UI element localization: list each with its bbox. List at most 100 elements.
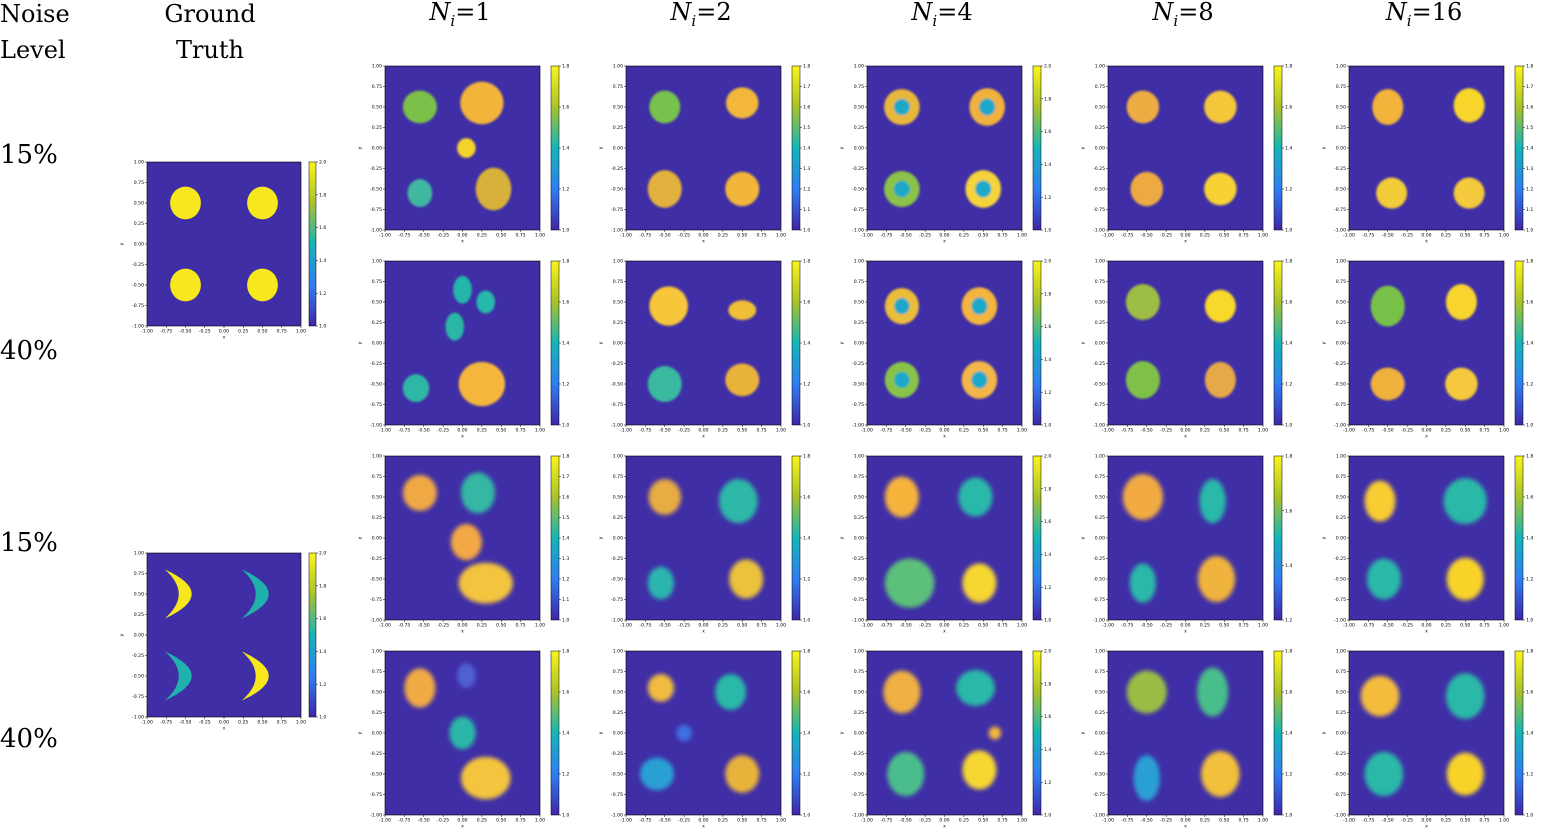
reconstruction-blob: [402, 374, 430, 403]
reconstruction-axes-ytick-label: -1.00: [1093, 228, 1105, 234]
reconstruction-background: [626, 261, 781, 425]
reconstruction-cbar-label: 1.4: [1526, 731, 1533, 737]
reconstruction-axes-xtick-label: -0.25: [1160, 818, 1172, 824]
reconstruction-axes-xtick-label: -0.25: [919, 818, 931, 824]
reconstruction-blob-core: [893, 98, 910, 116]
reconstruction-blob: [725, 755, 760, 793]
reconstruction-cbar-label: 1.8: [803, 259, 810, 265]
reconstruction-cbar-label: 1.0: [803, 618, 810, 624]
reconstruction-axes-xtick-label: 0.50: [496, 818, 506, 824]
reconstruction-blob: [457, 138, 476, 158]
reconstruction-axes-ytick-label: 1.00: [1095, 454, 1105, 460]
ground-truth-axes-xtick-label: -1.00: [141, 720, 153, 726]
reconstruction-axes-ytick-label: -0.75: [1334, 597, 1346, 603]
reconstruction-axes-ytick-label: -0.25: [852, 751, 864, 757]
reconstruction-cbar-label: 1.8: [1526, 64, 1533, 70]
reconstruction-axes-xtick-label: 0.75: [1239, 818, 1249, 824]
reconstruction-axes-ytick-label: -0.75: [611, 597, 623, 603]
reconstruction-axes-ytick-label: 0.25: [854, 125, 864, 131]
reconstruction-axes-ytick-label: 0.75: [854, 279, 864, 285]
ground-truth-axes-xlabel: x: [223, 336, 226, 341]
reconstruction-axes-xtick-label: -0.50: [1141, 428, 1153, 434]
reconstruction-axes-ytick-label: -1.00: [1334, 423, 1346, 429]
reconstruction-axes-ylabel: y: [840, 341, 845, 344]
reconstruction-blob-core: [979, 98, 996, 116]
reconstruction-panel-r4-c5: -1.00-1.00 -0.75 -0.75 -0.50 -0.50 -0.25 -0.25…: [1322, 649, 1533, 830]
reconstruction-axes-ytick-label: -1.00: [852, 813, 864, 819]
reconstruction-axes-ytick-label: -0.50: [1334, 187, 1346, 193]
reconstruction-axes-xtick-label: -0.50: [418, 623, 430, 629]
ground-truth-axes-ytick-label: 0.25: [134, 612, 144, 618]
reconstruction-axes-xtick-label: -0.50: [900, 233, 912, 239]
reconstruction-axes-xtick-label: -0.50: [659, 428, 671, 434]
reconstruction-axes-ytick-label: 0.00: [854, 341, 864, 347]
reconstruction-cbar-label: 1.6: [562, 105, 569, 111]
reconstruction-axes-ytick-label: -0.50: [1093, 382, 1105, 388]
reconstruction-cbar-label: 1.5: [562, 515, 569, 521]
reconstruction-axes-ytick-label: -0.75: [852, 597, 864, 603]
reconstruction-cbar-label: 1.8: [1285, 64, 1292, 70]
reconstruction-axes-ytick-label: 0.25: [1336, 515, 1346, 521]
reconstruction-blob: [649, 90, 681, 124]
reconstruction-blob: [647, 170, 682, 208]
reconstruction-axes-ytick-label: 0.50: [1336, 105, 1346, 111]
reconstruction-axes-xtick-label: 0.75: [757, 818, 767, 824]
reconstruction-axes-ytick-label: -0.25: [1334, 361, 1346, 367]
ground-truth-axes-xlabel: x: [223, 727, 226, 732]
reconstruction-axes-xtick-label: -1.00: [620, 623, 632, 629]
reconstruction-axes-ytick-label: 0.00: [1336, 731, 1346, 737]
reconstruction-axes-xtick-label: 0.50: [978, 623, 988, 629]
reconstruction-axes-xtick-label: -1.00: [1102, 428, 1114, 434]
reconstruction-blob: [476, 290, 496, 314]
reconstruction-axes-ytick-label: 0.25: [372, 125, 382, 131]
reconstruction-panel-r1-c3: -1.00-1.00 -0.75 -0.75 -0.50 -0.50 -0.25 -0.25…: [840, 64, 1051, 245]
ground-truth-axes-xtick-label: -0.75: [160, 720, 172, 726]
reconstruction-cbar-label: 1.0: [1044, 813, 1051, 819]
ground-truth-background: [147, 553, 301, 717]
reconstruction-axes-xtick-label: 0.50: [1460, 428, 1470, 434]
reconstruction-axes-xtick-label: 0.75: [998, 818, 1008, 824]
reconstruction-axes-ytick-label: -0.25: [1334, 166, 1346, 172]
reconstruction-axes-ytick-label: 0.50: [613, 690, 623, 696]
reconstruction-blob: [883, 670, 921, 714]
reconstruction-blob: [475, 167, 512, 211]
ground-truth-axes-xtick-label: -0.75: [160, 329, 172, 335]
reconstruction-panel-r4-c2: -1.00-1.00 -0.75 -0.75 -0.50 -0.50 -0.25 -0.25…: [599, 649, 810, 830]
reconstruction-axes-ytick-label: -0.50: [852, 187, 864, 193]
reconstruction-blob: [1129, 563, 1157, 603]
reconstruction-blob: [715, 673, 747, 711]
row-label-4: 40%: [0, 724, 58, 754]
reconstruction-axes-ytick-label: 0.00: [1336, 146, 1346, 152]
reconstruction-axes-ytick-label: 0.00: [1095, 731, 1105, 737]
reconstruction-blob: [676, 724, 692, 742]
reconstruction-blobs: [883, 669, 1002, 797]
reconstruction-cbar-label: 1.8: [1044, 291, 1051, 297]
reconstruction-axes-xlabel: x: [1425, 825, 1428, 830]
reconstruction-cbar-label: 1.1: [562, 597, 569, 603]
ground-truth-axes-xtick-label: 0.75: [277, 329, 287, 335]
reconstruction-blob: [1376, 177, 1408, 209]
reconstruction-cbar-label: 1.2: [1044, 390, 1051, 396]
reconstruction-axes-xtick-label: -0.75: [1362, 428, 1374, 434]
reconstruction-axes-xtick-label: 0.50: [737, 428, 747, 434]
reconstruction-axes-ytick-label: 0.75: [854, 669, 864, 675]
reconstruction-blob-core: [971, 371, 988, 389]
reconstruction-background: [626, 66, 781, 230]
reconstruction-cbar-label: 1.0: [803, 228, 810, 234]
reconstruction-blob: [1443, 478, 1487, 525]
reconstruction-cbar-label: 1.4: [1285, 563, 1292, 569]
reconstruction-axes-xtick-label: 0.75: [516, 818, 526, 824]
reconstruction-cbar-label: 1.8: [803, 649, 810, 655]
reconstruction-axes-ytick-label: 0.75: [372, 474, 382, 480]
reconstruction-axes-ytick-label: -0.75: [1093, 792, 1105, 798]
reconstruction-axes-ytick-label: -0.75: [611, 402, 623, 408]
reconstruction-cbar-label: 1.0: [562, 618, 569, 624]
reconstruction-axes-xtick-label: 0.50: [1460, 818, 1470, 824]
reconstruction-axes-ytick-label: 0.00: [372, 536, 382, 542]
reconstruction-cbar-label: 1.8: [1526, 649, 1533, 655]
reconstruction-axes-ytick-label: -0.50: [1093, 772, 1105, 778]
reconstruction-blob-core: [894, 297, 910, 315]
ground-truth-axes-ytick-label: -1.00: [132, 324, 144, 330]
reconstruction-axes-ytick-label: -0.75: [1334, 402, 1346, 408]
reconstruction-axes-xtick-label: -0.75: [1121, 233, 1133, 239]
